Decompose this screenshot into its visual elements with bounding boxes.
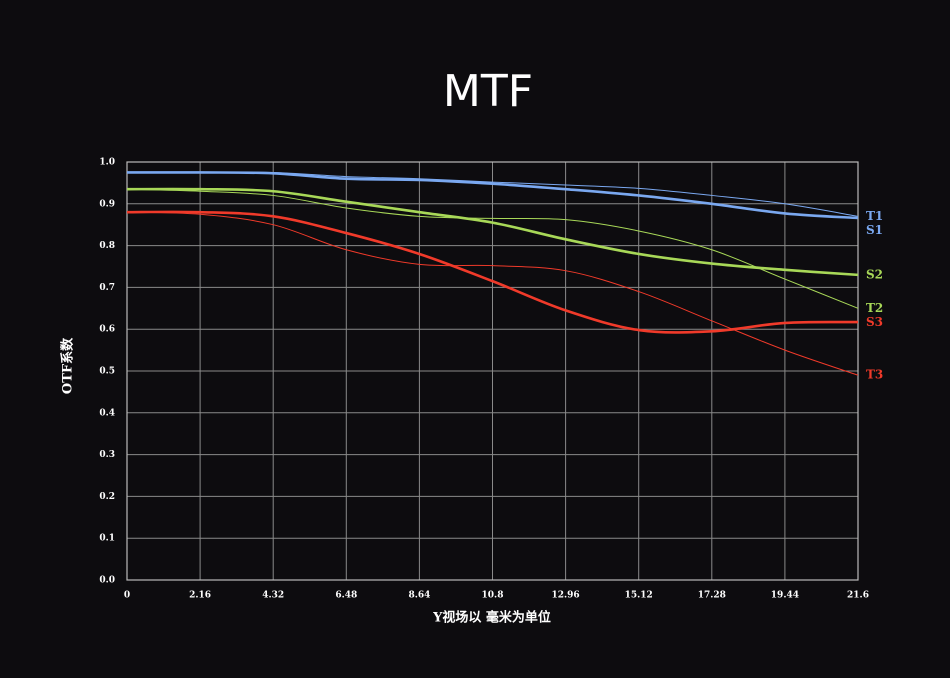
y-tick-label: 0.6 — [99, 325, 115, 335]
series-line — [127, 171, 859, 217]
y-tick-label: 0.8 — [99, 241, 115, 251]
y-axis-label: OTF系数 — [60, 337, 76, 394]
plot-frame — [126, 161, 859, 581]
y-tick-label: 0.0 — [99, 576, 115, 586]
x-tick-label: 4.32 — [262, 591, 284, 601]
y-tick-label: 0.9 — [99, 199, 115, 209]
x-tick-label: 17.28 — [698, 591, 726, 601]
series-label: S2 — [866, 267, 883, 281]
y-tick-label: 0.2 — [99, 492, 115, 502]
y-tick-label: 0.4 — [99, 408, 115, 418]
series-line — [126, 171, 859, 220]
series-line — [126, 188, 859, 309]
series-label: T1 — [866, 209, 883, 223]
x-tick-label: 0 — [124, 591, 130, 601]
series-label: T2 — [866, 301, 883, 315]
y-tick-label: 0.1 — [99, 534, 115, 544]
x-tick-label: 15.12 — [625, 591, 653, 601]
x-axis-label: Y视场以 毫米为单位 — [432, 610, 551, 626]
y-tick-label: 0.5 — [99, 367, 115, 377]
series-line — [126, 187, 859, 277]
series-line — [126, 211, 859, 376]
series-label: S1 — [866, 223, 883, 237]
x-tick-label: 8.64 — [408, 591, 430, 601]
x-tick-label: 12.96 — [552, 591, 580, 601]
y-tick-label: 0.3 — [99, 450, 115, 460]
x-tick-label: 21.6 — [847, 591, 869, 601]
x-tick-label: 10.8 — [482, 591, 504, 601]
chart-title: MTF — [443, 66, 533, 117]
y-tick-label: 0.7 — [99, 283, 115, 293]
y-tick-label: 1.0 — [99, 158, 115, 168]
series-label: T3 — [866, 368, 883, 382]
x-tick-label: 19.44 — [771, 591, 799, 601]
series-label: S3 — [866, 315, 883, 329]
x-tick-label: 2.16 — [189, 591, 211, 601]
x-tick-label: 6.48 — [335, 591, 357, 601]
